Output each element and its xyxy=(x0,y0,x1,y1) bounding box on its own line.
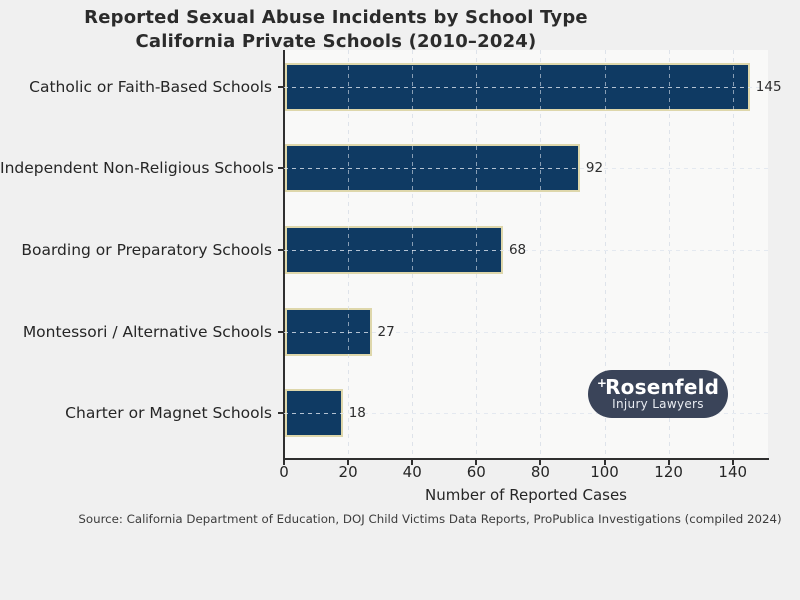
y-tick-mark xyxy=(278,412,283,415)
x-tick-label: 20 xyxy=(338,463,358,481)
y-tick-label: Catholic or Faith-Based Schools xyxy=(29,77,272,96)
brand-name-text: Rosenfeld xyxy=(605,375,720,399)
y-tick-mark xyxy=(278,85,283,88)
bar-value-label: 68 xyxy=(508,241,527,258)
y-tick-mark xyxy=(278,167,283,170)
brand-name: + Rosenfeld xyxy=(597,377,719,397)
gridline-horizontal-overlay xyxy=(284,86,768,88)
gridline-horizontal-overlay xyxy=(284,331,768,333)
x-tick-label: 120 xyxy=(654,463,683,481)
bar-value-label: 145 xyxy=(755,78,782,95)
x-tick-label: 80 xyxy=(530,463,550,481)
brand-logo: + Rosenfeld Injury Lawyers xyxy=(588,370,728,418)
x-tick-label: 40 xyxy=(402,463,422,481)
chart-title-line2: California Private Schools (2010–2024) xyxy=(135,31,537,52)
gridline-vertical-overlay xyxy=(732,50,734,458)
gridline-horizontal-overlay xyxy=(284,168,768,170)
x-tick-mark xyxy=(411,460,414,465)
bar-value-label: 27 xyxy=(377,323,395,340)
chart-title-line1: Reported Sexual Abuse Incidents by Schoo… xyxy=(84,7,588,28)
x-tick-mark xyxy=(475,460,478,465)
x-tick-mark xyxy=(731,460,734,465)
bar-value-label: 92 xyxy=(585,160,604,177)
gridline-vertical-overlay xyxy=(604,50,606,458)
gridline-vertical-overlay xyxy=(476,50,478,458)
gridline-vertical-overlay xyxy=(348,50,350,458)
bar-value-label: 18 xyxy=(348,405,366,422)
gridline-horizontal-overlay xyxy=(284,249,768,251)
x-tick-label: 60 xyxy=(466,463,486,481)
x-axis-spine xyxy=(283,458,769,460)
x-tick-mark xyxy=(603,460,606,465)
y-tick-label: Charter or Magnet Schools xyxy=(65,404,272,423)
source-note: Source: California Department of Educati… xyxy=(78,512,782,526)
x-tick-mark xyxy=(283,460,285,465)
chart-title: Reported Sexual Abuse Incidents by Schoo… xyxy=(16,6,656,54)
y-tick-label: Montessori / Alternative Schools xyxy=(22,322,272,341)
plus-icon: + xyxy=(596,376,608,390)
x-tick-label: 140 xyxy=(718,463,748,481)
x-axis-label: Number of Reported Cases xyxy=(424,486,628,504)
x-tick-mark xyxy=(667,460,670,465)
gridline-horizontal-overlay xyxy=(284,413,768,415)
y-axis-spine xyxy=(283,50,285,459)
gridline-vertical-overlay xyxy=(668,50,670,458)
x-tick-label: 100 xyxy=(590,463,619,481)
y-tick-mark xyxy=(278,248,283,251)
y-tick-mark xyxy=(278,330,283,333)
y-tick-label: Boarding or Preparatory Schools xyxy=(21,240,272,259)
gridline-vertical-overlay xyxy=(540,50,542,458)
x-tick-mark xyxy=(539,460,542,465)
x-tick-label: 0 xyxy=(279,463,289,481)
brand-tagline: Injury Lawyers xyxy=(612,397,704,411)
x-tick-mark xyxy=(347,460,350,465)
y-tick-label: Independent Non-Religious Schools xyxy=(0,159,274,178)
gridline-vertical-overlay xyxy=(412,50,414,458)
